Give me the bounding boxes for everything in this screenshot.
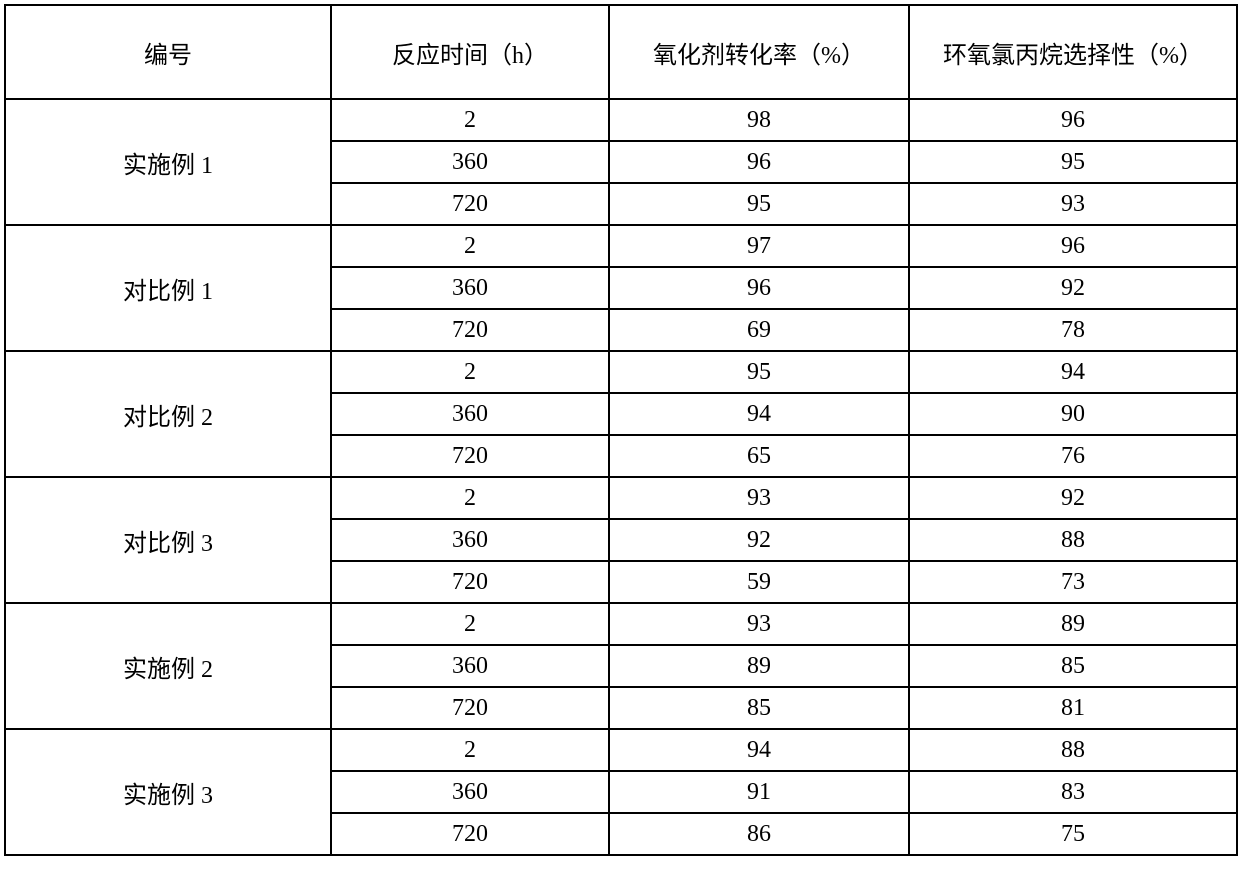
group-label: 实施例 2 (5, 603, 331, 729)
cell-time: 720 (331, 687, 609, 729)
group-label: 对比例 1 (5, 225, 331, 351)
cell-time: 720 (331, 435, 609, 477)
cell-time: 360 (331, 393, 609, 435)
cell-selectivity: 88 (909, 519, 1237, 561)
cell-selectivity: 94 (909, 351, 1237, 393)
cell-selectivity: 73 (909, 561, 1237, 603)
data-table-container: 编号 反应时间（h） 氧化剂转化率（%） 环氧氯丙烷选择性（%） 实施例 129… (0, 0, 1240, 860)
table-row: 对比例 129796 (5, 225, 1237, 267)
cell-time: 360 (331, 267, 609, 309)
cell-time: 720 (331, 813, 609, 855)
cell-conversion: 86 (609, 813, 909, 855)
cell-selectivity: 88 (909, 729, 1237, 771)
cell-time: 720 (331, 309, 609, 351)
cell-conversion: 92 (609, 519, 909, 561)
col-header-selectivity: 环氧氯丙烷选择性（%） (909, 5, 1237, 99)
cell-selectivity: 93 (909, 183, 1237, 225)
cell-conversion: 85 (609, 687, 909, 729)
col-header-id: 编号 (5, 5, 331, 99)
cell-conversion: 98 (609, 99, 909, 141)
cell-selectivity: 92 (909, 477, 1237, 519)
table-row: 对比例 229594 (5, 351, 1237, 393)
cell-time: 2 (331, 99, 609, 141)
cell-time: 360 (331, 645, 609, 687)
cell-conversion: 94 (609, 393, 909, 435)
cell-selectivity: 76 (909, 435, 1237, 477)
cell-time: 2 (331, 729, 609, 771)
cell-conversion: 94 (609, 729, 909, 771)
cell-selectivity: 83 (909, 771, 1237, 813)
cell-conversion: 69 (609, 309, 909, 351)
cell-time: 2 (331, 477, 609, 519)
table-row: 实施例 329488 (5, 729, 1237, 771)
group-label: 实施例 1 (5, 99, 331, 225)
table-row: 对比例 329392 (5, 477, 1237, 519)
cell-time: 720 (331, 183, 609, 225)
cell-time: 360 (331, 141, 609, 183)
cell-selectivity: 92 (909, 267, 1237, 309)
group-label: 对比例 3 (5, 477, 331, 603)
cell-selectivity: 95 (909, 141, 1237, 183)
cell-conversion: 65 (609, 435, 909, 477)
cell-selectivity: 81 (909, 687, 1237, 729)
cell-conversion: 89 (609, 645, 909, 687)
cell-conversion: 91 (609, 771, 909, 813)
cell-conversion: 93 (609, 477, 909, 519)
cell-time: 2 (331, 225, 609, 267)
col-header-time: 反应时间（h） (331, 5, 609, 99)
cell-conversion: 97 (609, 225, 909, 267)
cell-conversion: 93 (609, 603, 909, 645)
data-table: 编号 反应时间（h） 氧化剂转化率（%） 环氧氯丙烷选择性（%） 实施例 129… (4, 4, 1238, 856)
cell-time: 360 (331, 519, 609, 561)
cell-time: 720 (331, 561, 609, 603)
cell-selectivity: 85 (909, 645, 1237, 687)
cell-selectivity: 96 (909, 225, 1237, 267)
cell-conversion: 96 (609, 141, 909, 183)
cell-selectivity: 78 (909, 309, 1237, 351)
group-label: 对比例 2 (5, 351, 331, 477)
cell-time: 2 (331, 603, 609, 645)
table-row: 实施例 129896 (5, 99, 1237, 141)
cell-conversion: 96 (609, 267, 909, 309)
cell-selectivity: 75 (909, 813, 1237, 855)
cell-conversion: 95 (609, 351, 909, 393)
cell-selectivity: 89 (909, 603, 1237, 645)
table-header-row: 编号 反应时间（h） 氧化剂转化率（%） 环氧氯丙烷选择性（%） (5, 5, 1237, 99)
table-row: 实施例 229389 (5, 603, 1237, 645)
group-label: 实施例 3 (5, 729, 331, 855)
cell-selectivity: 90 (909, 393, 1237, 435)
cell-time: 2 (331, 351, 609, 393)
cell-time: 360 (331, 771, 609, 813)
cell-conversion: 95 (609, 183, 909, 225)
col-header-conversion: 氧化剂转化率（%） (609, 5, 909, 99)
cell-conversion: 59 (609, 561, 909, 603)
cell-selectivity: 96 (909, 99, 1237, 141)
